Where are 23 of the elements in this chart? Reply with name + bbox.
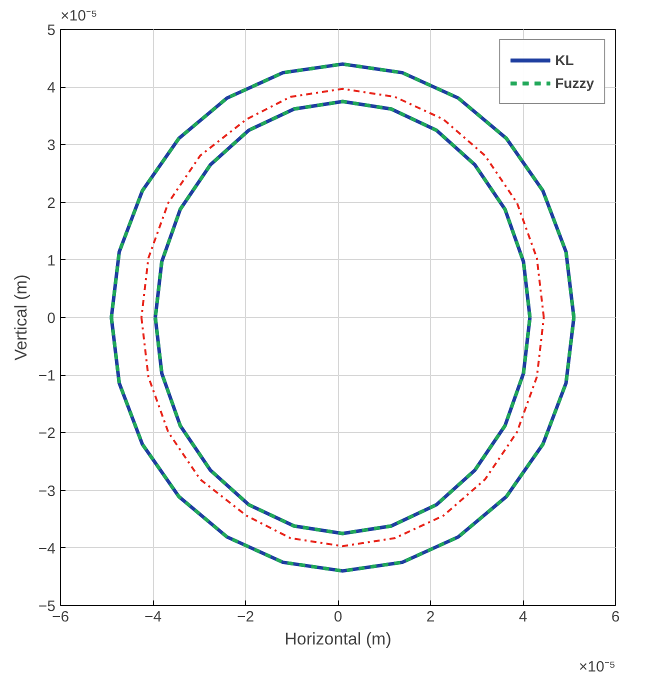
- text: ×10⁻⁵: [578, 658, 616, 676]
- x-tick-label: 4: [518, 608, 528, 626]
- y-axis-title: Vertical (m): [11, 274, 30, 360]
- x-tick-label: −2: [236, 608, 254, 626]
- y-tick-label: 1: [47, 252, 56, 270]
- x-tick-label: 6: [611, 608, 620, 626]
- legend-label: Fuzzy: [555, 75, 594, 91]
- x-tick-label: 0: [334, 608, 342, 626]
- y-tick-label: 3: [47, 137, 56, 154]
- y-tick-label: −2: [38, 425, 56, 442]
- y-tick-label: 2: [47, 194, 56, 212]
- x-tick-label: 2: [426, 608, 435, 626]
- y-tick-label: 4: [47, 80, 56, 97]
- x-tick-label: −4: [144, 608, 162, 626]
- y-tick-label: −5: [38, 598, 56, 615]
- y-tick-label: 0: [47, 310, 56, 327]
- y-tick-label: −1: [38, 368, 56, 385]
- y-tick-label: 5: [47, 22, 56, 39]
- y-tick-label: −3: [38, 482, 56, 500]
- legend-label: KL: [555, 52, 575, 68]
- x-axis-title: Horizontal (m): [284, 630, 392, 648]
- text: ×10⁻⁵: [60, 8, 98, 24]
- y-tick-label: −4: [38, 540, 56, 558]
